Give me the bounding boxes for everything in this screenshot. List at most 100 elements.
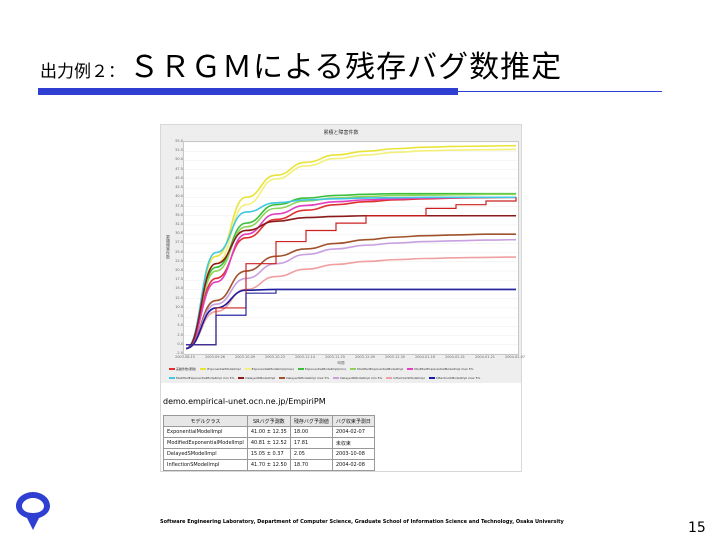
series-line (185, 196, 516, 350)
y-tick-label: -2.5 (176, 351, 183, 355)
chart-panel: 累積と障害件数 累積障害件数 55.0 52.5 50.0 47.5 45.0 42.5 4… (161, 125, 525, 383)
y-tick-label: 30.0 (175, 231, 183, 236)
table-cell: 2.05 (289, 448, 333, 460)
legend-swatch (333, 376, 340, 379)
x-tick-label: 2003.10.09 (234, 355, 256, 359)
table-header-cell: 残存バグ予測値 (289, 415, 333, 427)
y-tick-label: 55.0 (175, 139, 183, 143)
legend-item: ModifiedExponentialModelImpl (350, 365, 403, 372)
table-row: ExponentialModelImpl 41.00 ± 12.35 18.00 20… (163, 426, 375, 438)
legend-item: DelayedSModelImpl max 5% (279, 374, 329, 381)
legend-swatch (297, 367, 304, 370)
y-tick-label: 37.5 (175, 203, 183, 208)
legend-label: DelayedSModelImpl (245, 375, 276, 380)
y-tick-label: 7.5 (177, 314, 183, 319)
step-series-line (186, 197, 517, 346)
title-underline-thin (458, 91, 662, 92)
y-tick-label: 45.0 (175, 175, 183, 180)
series-line (185, 192, 516, 350)
table-header-row: モデルクラス SRバグ予測数 残存バグ予測値 バグ収束予測日 (163, 415, 375, 427)
y-tick-label: 5.0 (177, 323, 183, 328)
slide-title: 出力例２： ＳＲＧＭによる残存バグ数推定 (40, 42, 562, 86)
legend-swatch (238, 376, 245, 379)
legend-label: 実績件数(累積) (176, 366, 197, 371)
y-tick-label: 52.5 (175, 148, 183, 153)
series-line (185, 256, 517, 350)
table-cell: 2004-02-08 (331, 459, 375, 471)
legend-label: ModifiedExponentialModelImpl max 5% (414, 366, 474, 371)
y-tick-label: 2.5 (177, 332, 183, 337)
legend-item: ModifiedExponentialModelImpl min 5% (169, 374, 234, 381)
y-tick-label: 27.5 (175, 240, 183, 245)
embedded-screenshot: 累積と障害件数 累積障害件数 55.0 52.5 50.0 47.5 45.0 42.5 4… (160, 124, 525, 472)
legend-label: InflectionSModelImpl (393, 375, 425, 380)
legend-label: ModifiedExponentialModelImpl min 5% (176, 375, 235, 380)
y-tick-label: 12.5 (175, 295, 183, 300)
legend-item: InflectionSModelImpl (386, 374, 425, 381)
series-line (185, 238, 517, 350)
series-line (185, 233, 516, 350)
legend-item: ExponentialModelImpl(max) (244, 365, 294, 372)
table-cell: 17.81 (289, 437, 333, 449)
x-tick-label: 2003.12.30 (384, 355, 406, 359)
table-cell: 2004-02-07 (331, 426, 375, 438)
y-tick-label: 20.0 (175, 268, 183, 273)
slide-title-main: ＳＲＧＭによる残存バグ数推定 (129, 50, 563, 85)
legend-item: ExponentialModelImpl(min) (297, 365, 347, 372)
y-tick-label: 10.0 (175, 304, 183, 309)
legend-item: InflectionSModelImpl max 5% (428, 374, 480, 381)
legend-swatch (200, 367, 207, 370)
x-tick-label: 2003.10.23 (264, 355, 286, 359)
table-header-cell: バグ収束予測日 (331, 415, 375, 427)
x-tick-label: 2003.12.09 (354, 355, 376, 359)
table-cell: InflectionSModelImpl (163, 459, 248, 471)
y-tick-label: 22.5 (175, 258, 183, 263)
x-tick-label: 2003.09.26 (204, 355, 226, 359)
legend-label: ModifiedExponentialModelImpl (357, 366, 404, 371)
chart-plot-area (183, 141, 519, 355)
legend-item: DelayedSModelImpl min 5% (333, 374, 382, 381)
university-logo-icon (16, 492, 50, 530)
x-tick-label: 2004.01.16 (414, 355, 436, 359)
page-url: demo.empirical-unet.ocn.ne.jp/EmpiriPM (163, 397, 326, 406)
y-tick-label: 50.0 (175, 157, 183, 162)
table-row: InflectionSModelImpl 41.70 ± 12.50 18.70 20… (163, 459, 375, 471)
legend-swatch (350, 367, 357, 370)
y-tick-label: 25.0 (175, 249, 183, 254)
legend-item: ModifiedExponentialModelImpl max 5% (407, 365, 474, 372)
x-tick-label: 2004.01.21 (474, 355, 496, 359)
table-cell: ModifiedExponentialModelImpl (163, 437, 248, 449)
step-series-line (186, 288, 516, 346)
y-tick-label: 47.5 (175, 166, 183, 171)
legend-label: ExponentialModelImpl(min) (304, 366, 347, 371)
table-row: ModifiedExponentialModelImpl 40.81 ± 12.5… (163, 437, 375, 449)
x-tick-label: 2003.11.25 (324, 355, 346, 359)
chart-x-label: 時間 (337, 361, 345, 365)
table-header-cell: モデルクラス (163, 415, 248, 427)
x-tick-label: 2003.08.15 (174, 355, 196, 359)
results-table: モデルクラス SRバグ予測数 残存バグ予測値 バグ収束予測日 ExponentialM… (163, 415, 375, 471)
legend-swatch (407, 367, 414, 370)
chart-legend: 実績件数(累積) ExponentialModelImpl ExponentialM… (169, 365, 519, 381)
y-tick-label: 40.0 (175, 194, 183, 199)
legend-item: ExponentialModelImpl (200, 365, 241, 372)
table-cell: DelayedSModelImpl (163, 448, 248, 460)
chart-svg (184, 142, 518, 354)
table-header-cell: SRバグ予測数 (246, 415, 291, 427)
table-cell: 2003-10-08 (331, 448, 375, 460)
series-line (185, 288, 516, 350)
table-row: DelayedSModelImpl 15.05 ± 0.37 2.05 2003-10… (163, 448, 375, 460)
slide-footer: Software Engineering Laboratory, Departm… (160, 519, 564, 525)
legend-label: DelayedSModelImpl min 5% (340, 375, 383, 380)
legend-swatch (169, 367, 175, 370)
table-cell: 18.00 (289, 426, 333, 438)
series-line (185, 144, 517, 350)
x-tick-label: 2004.02.07 (504, 355, 526, 359)
table-cell: 41.00 ± 12.35 (246, 426, 291, 438)
legend-item: DelayedSModelImpl (238, 374, 275, 381)
table-cell: ExponentialModelImpl (163, 426, 248, 438)
slide-title-prefix: 出力例２： (40, 62, 125, 82)
legend-swatch (386, 376, 393, 379)
page-number: 15 (688, 520, 706, 536)
table-body: ExponentialModelImpl 41.00 ± 12.35 18.00 20… (163, 426, 375, 471)
